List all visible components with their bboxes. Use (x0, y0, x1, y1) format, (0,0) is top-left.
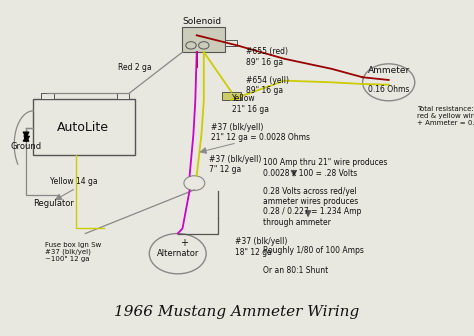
Bar (222, 92, 241, 100)
Text: Or an 80:1 Shunt: Or an 80:1 Shunt (263, 266, 328, 275)
Text: Yellow
21" 16 ga: Yellow 21" 16 ga (232, 94, 269, 114)
Text: Total resistance:
red & yellow wires (0.067 Ohms)
+ Ammeter = 0.227 Ohms: Total resistance: red & yellow wires (0.… (417, 106, 474, 126)
Text: Regulator: Regulator (33, 199, 74, 208)
Text: Alternator: Alternator (156, 249, 199, 258)
Text: #37 (blk/yell)
18" 12 ga: #37 (blk/yell) 18" 12 ga (235, 237, 287, 257)
Text: Ammeter: Ammeter (367, 66, 410, 75)
FancyBboxPatch shape (33, 99, 135, 155)
Bar (41, 93, 54, 99)
Bar (117, 93, 129, 99)
Text: 0.16 Ohms: 0.16 Ohms (368, 85, 410, 93)
Text: Roughly 1/80 of 100 Amps: Roughly 1/80 of 100 Amps (263, 246, 364, 255)
Text: +: + (180, 238, 188, 248)
Text: 1966 Mustang Ammeter Wiring: 1966 Mustang Ammeter Wiring (114, 305, 360, 320)
Bar (225, 40, 237, 46)
Text: #37 (blk/yell)
7" 12 ga: #37 (blk/yell) 7" 12 ga (209, 155, 261, 174)
Text: Red 2 ga: Red 2 ga (118, 63, 152, 72)
Text: Fuse box Ign Sw
#37 (blk/yel)
~100" 12 ga: Fuse box Ign Sw #37 (blk/yel) ~100" 12 g… (45, 242, 101, 262)
Text: 100 Amp thru 21" wire produces
0.0028 x 100 = .28 Volts: 100 Amp thru 21" wire produces 0.0028 x … (263, 158, 387, 178)
Text: AutoLite: AutoLite (57, 121, 109, 134)
Text: Solenoid: Solenoid (182, 17, 221, 26)
FancyBboxPatch shape (182, 27, 225, 52)
Text: #654 (yell)
89" 16 ga: #654 (yell) 89" 16 ga (246, 76, 290, 95)
Text: Ground: Ground (10, 142, 42, 151)
Text: Yellow 14 ga: Yellow 14 ga (50, 177, 97, 186)
Text: #655 (red)
89" 16 ga: #655 (red) 89" 16 ga (246, 47, 289, 67)
Text: 0.28 Volts across red/yel
ammeter wires produces
0.28 / 0.227 = 1.234 Amp
throug: 0.28 Volts across red/yel ammeter wires … (263, 186, 362, 227)
Text: #37 (blk/yell)
21" 12 ga = 0.0028 Ohms: #37 (blk/yell) 21" 12 ga = 0.0028 Ohms (211, 123, 310, 142)
